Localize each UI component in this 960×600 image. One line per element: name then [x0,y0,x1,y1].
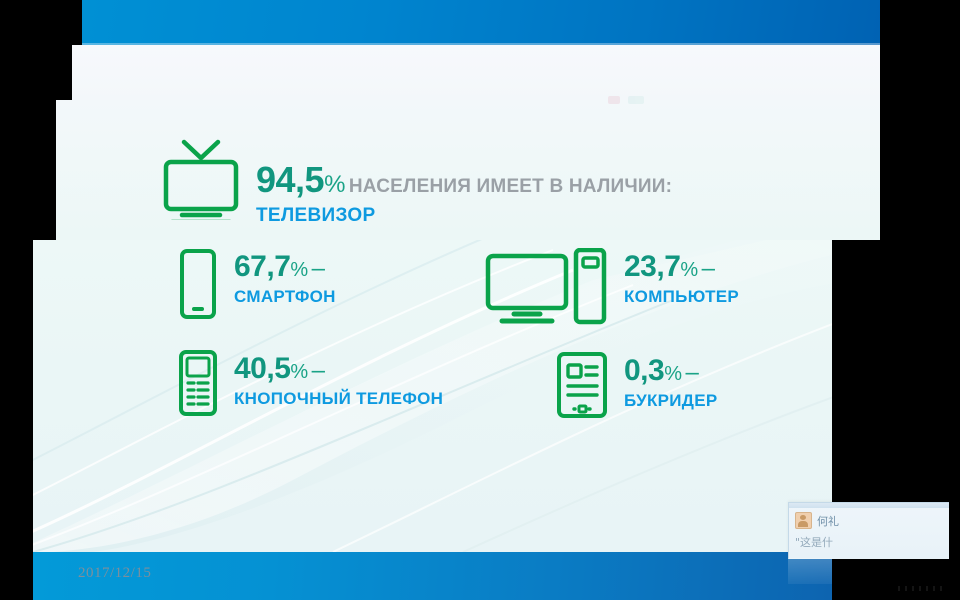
stat-label-smartphone: СМАРТФОН [234,287,336,306]
stat-value-computer: 23,7 [624,250,681,283]
chat-sender-row: 何礼 [789,508,949,529]
footer-date: 2017/12/15 [78,565,152,581]
stat-label-computer: КОМПЬЮТЕР [624,287,740,306]
stat-headline-feature-phone: 40,5% – [234,354,443,384]
stat-block-feature-phone: 40,5% – КНОПОЧНЫЙ ТЕЛЕФОН [178,350,443,421]
ebook-reader-icon [556,352,608,423]
stat-text-smartphone: 67,7% – СМАРТФОН [234,248,336,307]
stat-value-smartphone: 67,7 [234,250,291,283]
stat-label-television: ТЕЛЕВИЗОР [256,205,376,226]
stat-value-ereader: 0,3 [624,354,665,387]
slide-band-top [72,45,880,100]
stat-block-smartphone: 67,7% – СМАРТФОН [178,248,336,325]
stat-headline-ereader: 0,3% – [624,356,718,386]
stat-value-feature-phone: 40,5 [234,352,291,385]
stat-percent-sign-computer: % [680,259,698,281]
corner-artifact-dots [898,586,954,592]
chat-message-preview: "这是什 [795,536,834,549]
stat-block-ereader: 0,3% – БУКРИДЕР [556,352,718,423]
stat-headline-computer: 23,7% – [624,252,739,282]
stat-caption-population: НАСЕЛЕНИЯ ИМЕЕТ В НАЛИЧИИ: [348,176,673,197]
stat-text-computer: 23,7% – КОМПЬЮТЕР [624,248,739,307]
slide-header-bar [82,0,880,45]
stat-label-ereader: БУКРИДЕР [624,391,718,410]
slide-footer-bar [33,552,832,600]
smartphone-icon [178,248,218,325]
chat-sender-name: 何礼 [817,514,839,528]
stat-text-ereader: 0,3% – БУКРИДЕР [624,352,718,411]
chat-popup-titlebar[interactable] [789,503,949,508]
stat-percent-sign-smartphone: % [290,259,308,281]
chat-notification-popup[interactable]: 何礼 "这是什 [788,502,949,559]
stat-dash-feature-phone: – [311,357,325,384]
stat-headline-television: 94,5% НАСЕЛЕНИЯ ИМЕЕТ В НАЛИЧИИ: [256,162,672,198]
stat-headline-smartphone: 67,7% – [234,252,336,282]
stat-text-television: 94,5% НАСЕЛЕНИЯ ИМЕЕТ В НАЛИЧИИ: ТЕЛЕВИЗ… [256,136,672,227]
stat-percent-sign-feature-phone: % [290,361,308,383]
avatar [795,512,812,529]
stat-block-television: 94,5% НАСЕЛЕНИЯ ИМЕЕТ В НАЛИЧИИ: ТЕЛЕВИЗ… [160,136,672,227]
tv-icon [160,136,242,225]
stat-percent-sign-ereader: % [664,363,682,385]
stat-block-computer: 23,7% – КОМПЬЮТЕР [484,247,739,331]
faint-artifact-marks [608,94,648,106]
stat-label-feature-phone: КНОПОЧНЫЙ ТЕЛЕФОН [234,389,444,408]
feature-phone-icon [178,350,218,421]
stat-dash-smartphone: – [311,255,325,282]
stat-dash-ereader: – [685,359,699,386]
desktop-computer-icon [484,247,608,331]
stat-dash-computer: – [701,255,715,282]
stat-text-feature-phone: 40,5% – КНОПОЧНЫЙ ТЕЛЕФОН [234,350,443,409]
stat-percent-sign-television: % [324,171,345,198]
stat-value-television: 94,5 [256,159,325,200]
